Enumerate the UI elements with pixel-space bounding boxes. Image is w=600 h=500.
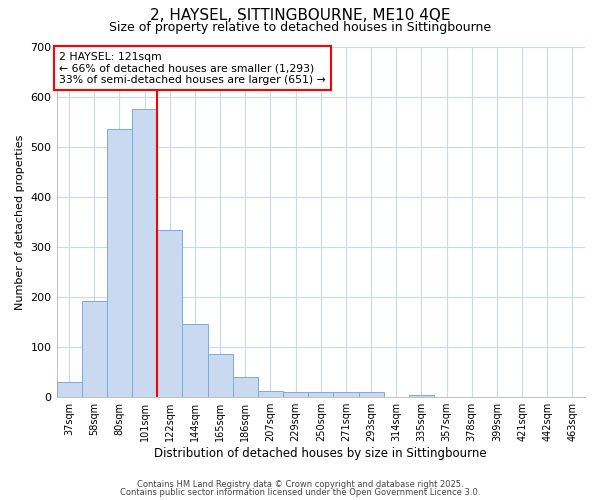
Text: 2, HAYSEL, SITTINGBOURNE, ME10 4QE: 2, HAYSEL, SITTINGBOURNE, ME10 4QE — [150, 8, 450, 22]
Bar — [359, 392, 383, 397]
Bar — [334, 392, 359, 397]
Text: Contains public sector information licensed under the Open Government Licence 3.: Contains public sector information licen… — [120, 488, 480, 497]
Y-axis label: Number of detached properties: Number of detached properties — [15, 134, 25, 310]
Text: 2 HAYSEL: 121sqm
← 66% of detached houses are smaller (1,293)
33% of semi-detach: 2 HAYSEL: 121sqm ← 66% of detached house… — [59, 52, 326, 85]
Bar — [258, 390, 283, 397]
Bar — [233, 377, 258, 397]
Bar — [82, 300, 107, 397]
Bar — [308, 392, 334, 397]
Text: Contains HM Land Registry data © Crown copyright and database right 2025.: Contains HM Land Registry data © Crown c… — [137, 480, 463, 489]
Bar — [208, 354, 233, 397]
Text: Size of property relative to detached houses in Sittingbourne: Size of property relative to detached ho… — [109, 21, 491, 34]
Bar — [132, 109, 157, 397]
X-axis label: Distribution of detached houses by size in Sittingbourne: Distribution of detached houses by size … — [154, 447, 487, 460]
Bar — [283, 392, 308, 397]
Bar — [107, 129, 132, 397]
Bar — [182, 324, 208, 397]
Bar — [56, 382, 82, 397]
Bar — [409, 394, 434, 397]
Bar — [157, 230, 182, 397]
